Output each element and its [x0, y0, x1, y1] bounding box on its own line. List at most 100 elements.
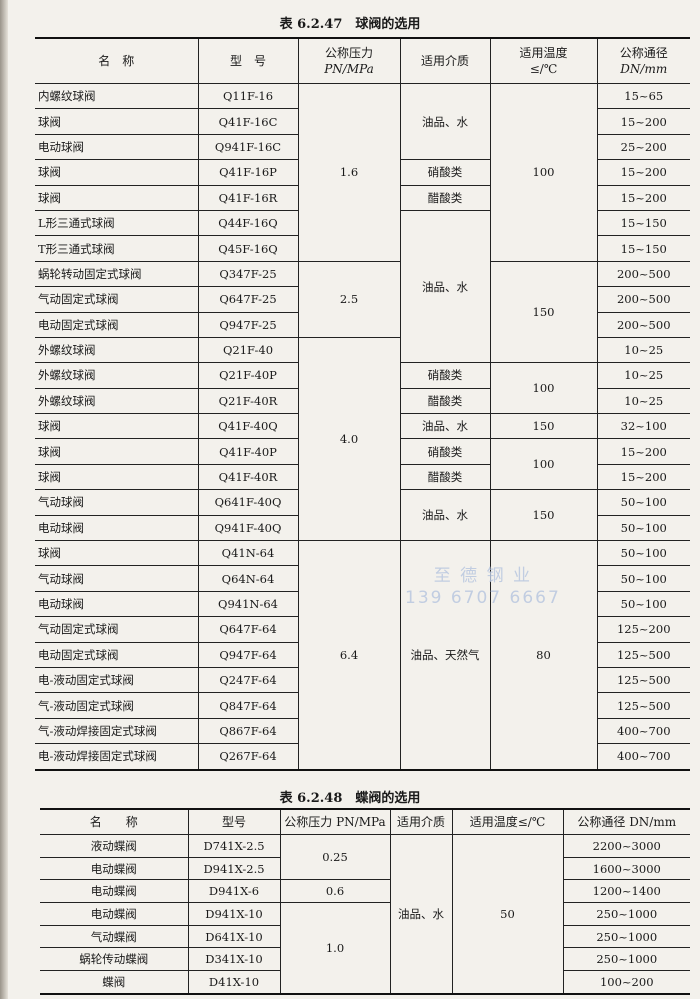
cell-dn: 15~65 — [596, 82, 690, 110]
cell-pressure: 4.0 — [297, 336, 401, 542]
cell-dn: 15~200 — [596, 184, 690, 211]
cell-name: 球阀 — [35, 108, 199, 135]
cell-name: 球阀 — [35, 413, 199, 440]
cell-name: 气动蝶阀 — [40, 924, 189, 949]
table-row: 球阀 Q41F-40R 醋酸类 15~200 — [35, 463, 690, 491]
cell-temp: 100 — [489, 362, 598, 415]
table-row: 蜗轮传动蝶阀 D341X-10 250~1000 — [40, 947, 690, 972]
table-row: 球阀 Q41F-16C 15~200 — [35, 108, 690, 135]
cell-media: 硝酸类 — [399, 438, 491, 465]
cell-name: 蝶阀 — [40, 970, 189, 995]
cell-name: 电-液动固定式球阀 — [35, 666, 199, 694]
cell-pressure: 6.4 — [297, 540, 401, 771]
cell-dn: 10~25 — [596, 336, 690, 364]
cell-media: 油品、水 — [399, 413, 491, 440]
cell-model: Q641F-40Q — [197, 489, 299, 516]
cell-dn: 15~200 — [596, 159, 690, 186]
cell-name: 蜗轮转动固定式球阀 — [35, 260, 199, 288]
cell-dn: 25~200 — [596, 133, 690, 161]
cell-name: 内螺纹球阀 — [35, 82, 199, 110]
table-row: 电动蝶阀 D941X-2.5 1600~3000 — [40, 856, 690, 881]
cell-temp: 100 — [489, 83, 598, 262]
table-row: 气动球阀 Q641F-40Q 油品、水 150 50~100 — [35, 489, 690, 542]
header-temp-unit: ≤/℃ — [529, 62, 558, 76]
table-row: 气动固定式球阀 Q647F-64 125~200 — [35, 616, 690, 643]
cell-media: 硝酸类 — [399, 362, 491, 389]
ball-valve-table-body: 内螺纹球阀 Q11F-16 1.6 油品、水 100 15~65 球阀 Q41F-16C 15~… — [35, 82, 690, 771]
cell-name: 气-液动固定式球阀 — [35, 692, 199, 719]
cell-name: 气动固定式球阀 — [35, 286, 199, 313]
cell-name: 电动球阀 — [35, 514, 199, 542]
header-row: 名 称 型号 公称压力 PN/MPa 适用介质 适用温度≤/℃ 公称通径 DN/… — [40, 808, 690, 835]
table-row: 球阀 Q41F-40Q 油品、水 150 32~100 — [35, 413, 690, 440]
cell-model: Q21F-40 — [197, 336, 299, 364]
header-dn-unit: DN/mm — [620, 62, 668, 76]
table-row: 电动球阀 Q941F-16C 25~200 — [35, 133, 690, 161]
cell-dn: 1600~3000 — [562, 856, 690, 881]
cell-pressure: 2.5 — [297, 260, 401, 338]
watermark-company: 至 德 钢 业 — [433, 566, 532, 586]
table-row: 内螺纹球阀 Q11F-16 1.6 油品、水 100 15~65 — [35, 82, 690, 262]
cell-dn: 50~100 — [596, 489, 690, 516]
header-model: 型 号 — [197, 37, 299, 84]
cell-name: 蜗轮传动蝶阀 — [40, 947, 189, 972]
cell-model: Q267F-64 — [197, 743, 299, 771]
butterfly-valve-table-body: 液动蝶阀 D741X-2.5 0.25 油品、水 50 2200~3000 电动蝶阀 D941… — [40, 833, 690, 995]
cell-model: Q867F-64 — [197, 717, 299, 745]
header-name: 名 称 — [35, 37, 199, 84]
table-title-ball-valves: 表 6.2.47 球阀的选用 — [279, 17, 421, 32]
cell-name: 电-液动焊接固定式球阀 — [35, 743, 199, 771]
cell-dn: 50~100 — [596, 565, 690, 592]
header-model: 型号 — [187, 808, 281, 835]
cell-name: L形三通式球阀 — [35, 209, 199, 237]
cell-media: 醋酸类 — [399, 184, 491, 211]
cell-dn: 125~500 — [596, 692, 690, 719]
table-row: 蜗轮转动固定式球阀 Q347F-25 2.5 150 200~500 — [35, 260, 690, 364]
cell-media: 硝酸类 — [399, 159, 491, 186]
ball-valve-table: 名 称 型 号 公称压力 PN/MPa 适用介质 适用温度 ≤/℃ 公称通径 DN/m… — [35, 37, 690, 771]
cell-dn: 15~200 — [596, 463, 690, 491]
cell-model: Q647F-64 — [197, 616, 299, 643]
cell-dn: 125~200 — [596, 616, 690, 643]
cell-dn: 15~200 — [596, 108, 690, 135]
header-dn: 公称通径 DN/mm — [596, 37, 690, 84]
cell-model: Q347F-25 — [197, 260, 299, 288]
cell-media: 油品、水 — [399, 82, 491, 161]
cell-model: Q941F-40Q — [197, 514, 299, 542]
cell-name: 气动球阀 — [35, 565, 199, 592]
table-row: 电动固定式球阀 Q947F-25 200~500 — [35, 311, 690, 338]
header-temp-label: 适用温度 — [519, 46, 568, 60]
cell-name: 电动蝶阀 — [40, 879, 189, 904]
table-row: 电动固定式球阀 Q947F-64 125~500 — [35, 641, 690, 668]
header-pressure-unit: PN/MPa — [324, 62, 374, 76]
cell-model: Q941N-64 — [197, 590, 299, 618]
cell-name: T形三通式球阀 — [35, 235, 199, 262]
cell-name: 外螺纹球阀 — [35, 387, 199, 415]
table-row: T形三通式球阀 Q45F-16Q 15~150 — [35, 235, 690, 262]
table-row: 电动球阀 Q941F-40Q 50~100 — [35, 514, 690, 542]
cell-model: Q647F-25 — [197, 286, 299, 313]
cell-model: Q247F-64 — [197, 666, 299, 694]
cell-model: D941X-6 — [187, 879, 281, 904]
header-temp: 适用温度 ≤/℃ — [489, 37, 598, 84]
cell-dn: 125~500 — [596, 666, 690, 694]
cell-media: 油品、水 — [399, 489, 491, 542]
cell-media: 醋酸类 — [399, 387, 491, 415]
watermark-phone: 139 6707 6667 — [405, 588, 561, 608]
cell-dn: 50~100 — [596, 514, 690, 542]
cell-dn: 15~200 — [596, 438, 690, 465]
cell-model: Q41F-16C — [197, 108, 299, 135]
cell-dn: 250~1000 — [562, 924, 690, 949]
cell-model: D941X-2.5 — [187, 856, 281, 881]
cell-temp: 150 — [489, 413, 598, 440]
cell-model: D641X-10 — [187, 924, 281, 949]
header-media: 适用介质 — [399, 37, 491, 84]
cell-model: Q847F-64 — [197, 692, 299, 719]
cell-temp: 100 — [489, 438, 598, 491]
table-row: 球阀 Q41F-16P 硝酸类 15~200 — [35, 159, 690, 186]
header-pressure-label: 公称压力 — [324, 46, 373, 60]
cell-name: 球阀 — [35, 159, 199, 186]
header-pressure: 公称压力 PN/MPa — [297, 37, 401, 84]
cell-model: Q41F-16P — [197, 159, 299, 186]
cell-temp: 80 — [489, 540, 598, 771]
